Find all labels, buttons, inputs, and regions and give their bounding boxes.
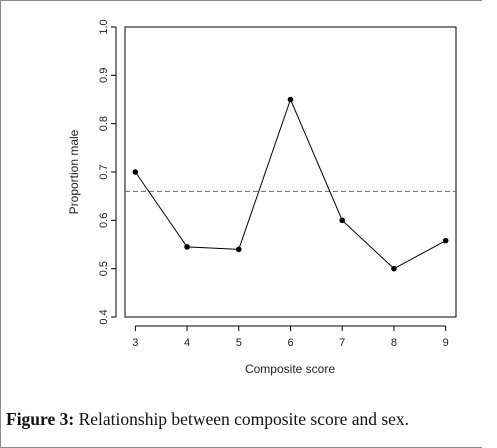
y-tick-label: 1.0 [98, 19, 110, 34]
plot-area [124, 26, 457, 318]
x-tick-label: 9 [443, 337, 449, 349]
y-tick-label: 0.6 [98, 213, 110, 228]
data-point [442, 237, 449, 244]
y-axis-title: Proportion male [67, 129, 81, 214]
x-tick-label: 5 [236, 337, 242, 349]
figure-caption: Figure 3: Relationship between composite… [6, 409, 409, 430]
series-line [134, 98, 446, 270]
y-tick-label: 0.7 [98, 164, 110, 179]
y-tick-label: 0.4 [98, 309, 110, 324]
data-point [132, 169, 139, 175]
line-chart: 3 4 5 6 7 8 9 0.4 0.5 0.6 0.7 0.8 0.9 1.0 Composite … [67, 19, 457, 376]
x-tick-label: 8 [391, 337, 397, 349]
caption-label: Figure 3: [6, 409, 75, 429]
y-tick-label: 0.9 [98, 68, 110, 83]
data-point [235, 246, 242, 253]
y-tick-label: 0.5 [98, 261, 110, 276]
caption-text: Relationship between composite score and… [74, 409, 410, 429]
data-point [184, 244, 190, 250]
data-point [287, 96, 294, 103]
x-tick-label: 7 [339, 337, 345, 349]
data-point [391, 265, 397, 272]
y-tick-label: 0.8 [98, 116, 110, 131]
x-tick-label: 4 [184, 337, 190, 349]
data-point [339, 217, 346, 224]
x-axis-title: Composite score [245, 362, 335, 376]
x-tick-label: 3 [132, 337, 138, 349]
x-tick-label: 6 [287, 337, 293, 349]
